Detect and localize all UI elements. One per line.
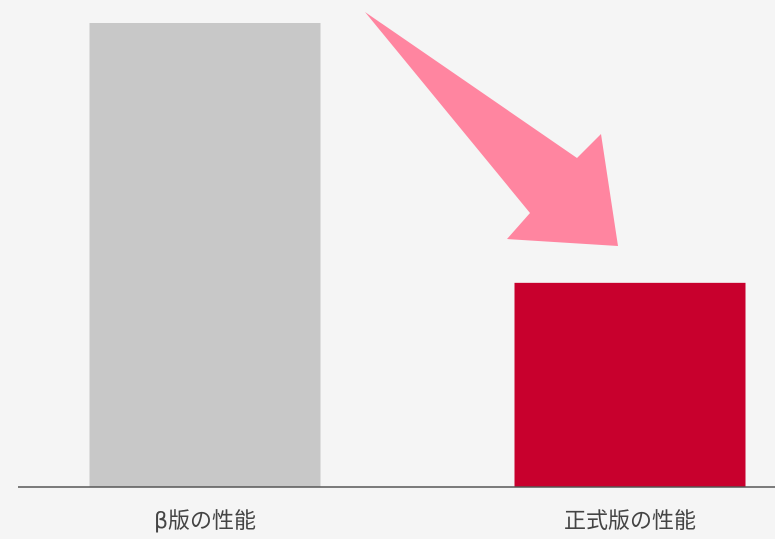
bar xyxy=(514,282,746,487)
bars xyxy=(89,23,746,487)
bar xyxy=(89,23,321,487)
x-tick-label: β版の性能 xyxy=(154,509,256,534)
x-tick-label: 正式版の性能 xyxy=(564,509,696,534)
decline-arrow xyxy=(365,12,618,246)
